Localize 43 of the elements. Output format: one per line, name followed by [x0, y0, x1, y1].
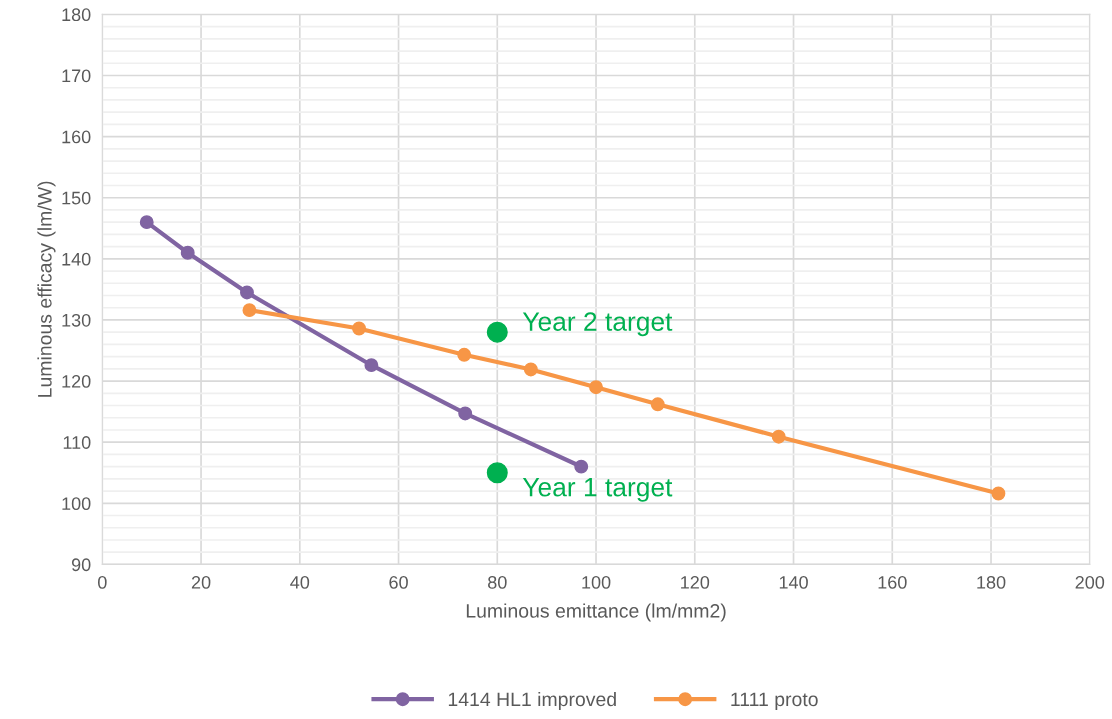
x-tick-label: 120: [681, 576, 710, 589]
point: [523, 362, 538, 377]
x-tick-label: 0: [97, 576, 107, 589]
y-tick-label: 150: [62, 191, 91, 205]
y-axis-title: Luminous efficacy (lm/W): [37, 181, 56, 397]
x-axis-title: Luminous emittance (lm/mm2): [466, 603, 726, 622]
y-tick-label: 120: [62, 375, 91, 388]
point: [486, 462, 508, 484]
y-tick-label: 90: [71, 558, 91, 572]
point: [352, 321, 366, 336]
point: [771, 429, 786, 444]
annotation: Year 2 target: [522, 312, 673, 337]
point: [139, 215, 154, 230]
y-tick-label: 160: [62, 130, 91, 144]
y-tick-label: 100: [62, 497, 91, 511]
x-tick-label: 80: [488, 576, 507, 589]
point: [458, 406, 473, 421]
point: [240, 285, 254, 300]
point: [486, 321, 508, 343]
point: [574, 459, 589, 474]
x-tick-label: 180: [977, 576, 1006, 589]
x-tick-label: 20: [191, 576, 211, 589]
y-tick-label: 180: [62, 8, 91, 22]
point: [364, 358, 379, 373]
y-tick-label: 110: [63, 436, 91, 449]
legend-label: 1111 proto: [731, 692, 818, 711]
x-tick-label: 100: [582, 576, 611, 589]
point: [457, 347, 472, 362]
point: [180, 245, 195, 260]
y-tick-label: 140: [62, 252, 91, 266]
x-tick-label: 160: [878, 576, 907, 589]
point: [991, 486, 1006, 501]
x-tick-label: 40: [290, 576, 310, 589]
legend-label: 1414 HL1 improved: [448, 691, 616, 711]
point: [242, 303, 257, 318]
x-tick-label: 60: [389, 576, 408, 589]
y-tick-label: 130: [62, 313, 91, 327]
x-tick-label: 140: [779, 576, 808, 589]
y-tick-label: 170: [62, 69, 91, 83]
point: [650, 397, 665, 412]
x-tick-label: 200: [1075, 576, 1105, 589]
point: [589, 380, 603, 395]
annotation: Year 1 target: [522, 478, 673, 502]
